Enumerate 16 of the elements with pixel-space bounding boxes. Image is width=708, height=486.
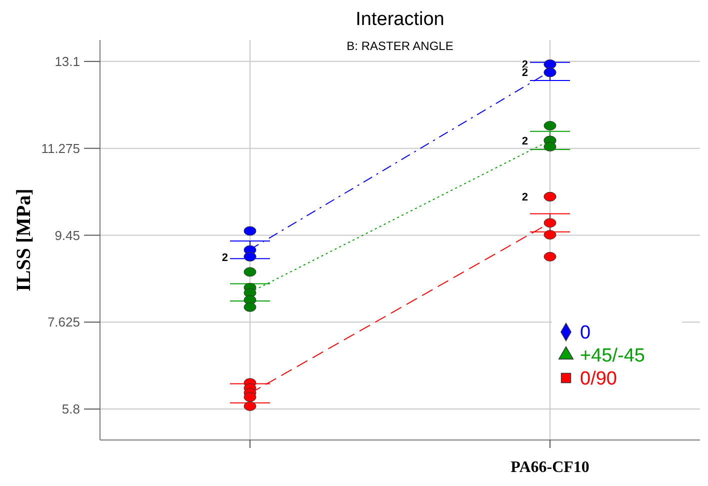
chart-title: Interaction	[356, 9, 444, 30]
annotation: 2	[222, 252, 228, 264]
y-tick-label: 11.275	[41, 140, 80, 156]
y-tick-label: 9.45	[54, 228, 80, 243]
y-tick-label: 13.1	[54, 54, 80, 69]
legend-label: 0/90	[580, 368, 617, 390]
annotation: 2	[522, 67, 528, 80]
legend-label: 0	[580, 322, 591, 344]
annotation: 2	[522, 192, 528, 204]
y-axis-title: ILSS [MPa]	[13, 188, 35, 292]
y-tick-label: 5.8	[62, 402, 80, 417]
y-tick-label: 7.625	[47, 314, 80, 330]
annotation: 2	[522, 135, 528, 148]
legend-label: +45/-45	[580, 346, 645, 367]
chart-subtitle: B: RASTER ANGLE	[346, 39, 454, 53]
x-tick-label: PA66-CF10	[510, 459, 590, 476]
